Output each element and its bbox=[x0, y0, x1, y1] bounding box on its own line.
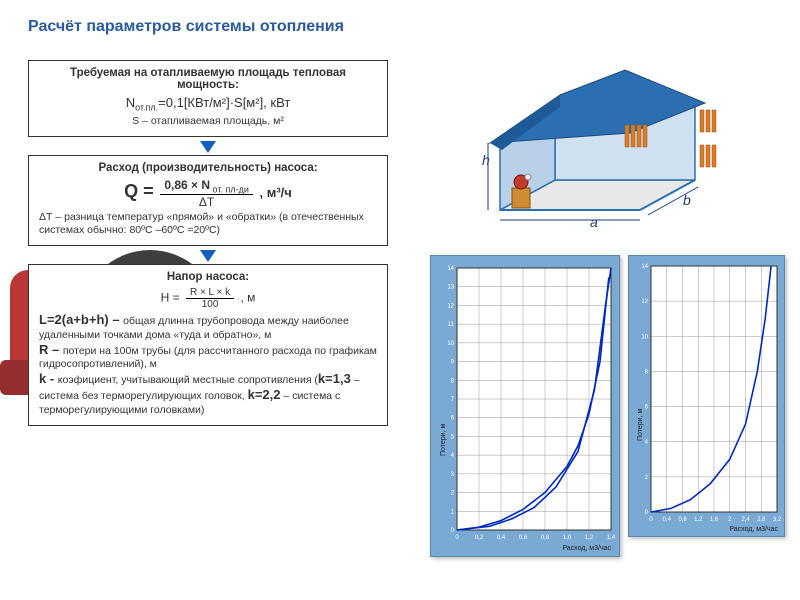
svg-text:14: 14 bbox=[447, 266, 454, 272]
box3-k: k - коэфициент, учитывающий местные сопр… bbox=[39, 371, 377, 417]
svg-text:10: 10 bbox=[641, 334, 648, 340]
svg-text:0,4: 0,4 bbox=[663, 517, 672, 523]
chartA-plot: 00,20,40,60,81,01,21,4012345678910111213… bbox=[457, 268, 611, 530]
box3-r: R – потери на 100м трубы (для рассчитанн… bbox=[39, 342, 377, 371]
svg-text:0: 0 bbox=[649, 517, 653, 523]
svg-text:0: 0 bbox=[451, 528, 455, 534]
arrow-icon bbox=[200, 141, 216, 153]
svg-text:9: 9 bbox=[451, 360, 455, 366]
svg-text:0,4: 0,4 bbox=[497, 535, 506, 541]
f3-h: H = bbox=[161, 291, 180, 305]
k-rest: коэфициент, учитывающий местные сопротив… bbox=[58, 374, 318, 386]
f1-sub: от.пл. bbox=[135, 103, 158, 113]
r-rest: потери на 100м трубы (для рассчитанного … bbox=[39, 345, 377, 370]
svg-text:0: 0 bbox=[645, 510, 649, 516]
svg-text:1: 1 bbox=[451, 509, 455, 515]
box3-l: L=2(a+b+h) – общая длинна трубопровода м… bbox=[39, 312, 377, 341]
k13: k=1,3 bbox=[318, 371, 351, 386]
svg-text:0,2: 0,2 bbox=[475, 535, 484, 541]
chart-a: Потери, м Расход, м3/час 00,20,40,60,81,… bbox=[430, 255, 620, 557]
arrow-icon bbox=[200, 250, 216, 262]
svg-text:2: 2 bbox=[728, 517, 732, 523]
svg-text:0: 0 bbox=[455, 535, 459, 541]
box2-formula: Q = 0,86 × N от. пл-ди ΔТ , м³/ч bbox=[39, 178, 377, 209]
svg-text:6: 6 bbox=[645, 405, 649, 411]
f2-numsub: от. пл-ди bbox=[210, 184, 249, 194]
svg-text:3,2: 3,2 bbox=[773, 517, 782, 523]
f3-num: R × L × k bbox=[186, 287, 234, 299]
chartA-xlabel: Расход, м3/час bbox=[562, 545, 611, 552]
svg-text:h: h bbox=[482, 152, 490, 168]
charts-area: Потери, м Расход, м3/час 00,20,40,60,81,… bbox=[430, 255, 790, 585]
box2-note: ΔТ – разница температур «прямой» и «обра… bbox=[39, 211, 377, 237]
chartB-ylabel: Потери, м bbox=[637, 409, 644, 441]
f2-frac: 0,86 × N от. пл-ди ΔТ bbox=[160, 178, 253, 209]
svg-text:13: 13 bbox=[447, 285, 454, 291]
box-head: Напор насоса: H = R × L × k 100 , м L=2(… bbox=[28, 264, 388, 425]
f1-n: N bbox=[126, 95, 135, 110]
svg-text:4: 4 bbox=[645, 440, 649, 446]
f2-den: ΔТ bbox=[160, 195, 253, 209]
chartB-plot: 00,40,81,21,622,42,83,202468101214 bbox=[651, 266, 777, 512]
svg-text:1,2: 1,2 bbox=[585, 535, 594, 541]
svg-text:12: 12 bbox=[447, 303, 454, 309]
f3-den: 100 bbox=[186, 299, 234, 310]
k-bold: k - bbox=[39, 371, 58, 386]
svg-text:2,8: 2,8 bbox=[757, 517, 766, 523]
page-title: Расчёт параметров системы отопления bbox=[0, 0, 800, 36]
svg-text:5: 5 bbox=[451, 434, 455, 440]
svg-text:11: 11 bbox=[448, 322, 455, 328]
box-thermal-power: Требуемая на отапливаемую площадь теплов… bbox=[28, 60, 388, 137]
svg-text:2,4: 2,4 bbox=[741, 517, 750, 523]
svg-text:a: a bbox=[590, 214, 598, 230]
f3-unit: , м bbox=[241, 291, 256, 305]
box2-heading: Расход (производительность) насоса: bbox=[39, 162, 377, 174]
k22: k=2,2 bbox=[248, 387, 281, 402]
box1-formula: Nот.пл.=0,1[КВт/м²]·S[м²], кВт bbox=[39, 95, 377, 113]
svg-text:1,6: 1,6 bbox=[710, 517, 719, 523]
svg-text:1,2: 1,2 bbox=[694, 517, 703, 523]
svg-text:0,6: 0,6 bbox=[519, 535, 528, 541]
svg-text:3: 3 bbox=[451, 472, 455, 478]
house-diagram: h a b bbox=[470, 55, 720, 235]
svg-text:2: 2 bbox=[645, 475, 649, 481]
svg-text:4: 4 bbox=[451, 453, 455, 459]
svg-text:10: 10 bbox=[447, 341, 454, 347]
l-bold: L=2(a+b+h) – bbox=[39, 312, 123, 327]
chart-b: Потери, м Расход, м3/час 00,40,81,21,622… bbox=[628, 255, 785, 537]
svg-text:1,4: 1,4 bbox=[607, 535, 616, 541]
box-flow: Расход (производительность) насоса: Q = … bbox=[28, 155, 388, 247]
svg-text:8: 8 bbox=[451, 378, 455, 384]
f2-q: Q = bbox=[124, 181, 154, 201]
box3-heading: Напор насоса: bbox=[39, 271, 377, 283]
f1-rest: =0,1[КВт/м²]·S[м²], кВт bbox=[158, 95, 290, 110]
svg-text:12: 12 bbox=[641, 299, 648, 305]
f2-num: 0,86 × N bbox=[164, 178, 210, 192]
f2-unit: , м³/ч bbox=[259, 185, 291, 200]
svg-text:8: 8 bbox=[645, 369, 649, 375]
box1-note: S – отапливаемая площадь, м² bbox=[39, 115, 377, 128]
box3-formula: H = R × L × k 100 , м bbox=[39, 287, 377, 310]
svg-text:6: 6 bbox=[451, 416, 455, 422]
svg-text:2: 2 bbox=[451, 491, 455, 497]
svg-text:0,8: 0,8 bbox=[678, 517, 687, 523]
svg-text:0,8: 0,8 bbox=[541, 535, 550, 541]
svg-text:1,0: 1,0 bbox=[563, 535, 572, 541]
f3-frac: R × L × k 100 bbox=[186, 287, 234, 310]
chartB-xlabel: Расход, м3/час bbox=[729, 526, 778, 533]
r-bold: R – bbox=[39, 342, 63, 357]
svg-text:14: 14 bbox=[641, 264, 648, 270]
chartA-ylabel: Потери, м bbox=[440, 424, 447, 456]
left-column: Требуемая на отапливаемую площадь теплов… bbox=[28, 60, 388, 430]
svg-text:7: 7 bbox=[451, 397, 455, 403]
box1-heading: Требуемая на отапливаемую площадь теплов… bbox=[39, 67, 377, 91]
